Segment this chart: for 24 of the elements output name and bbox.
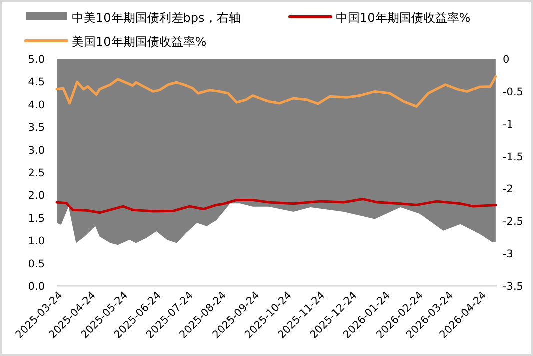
y-tick-label: 1.5 [28,212,45,225]
y2-tick-label: -3 [503,248,514,261]
y-tick-label: 5.0 [28,54,45,66]
y-tick-label: 3.0 [28,144,45,157]
y-tick-label: 0.5 [28,258,45,270]
legend-label: 美国10年期国债收益率% [72,35,207,49]
y2-tick-label: -2 [503,184,514,196]
y-tick-label: 2.0 [28,190,45,202]
y2-tick-label: -0.5 [503,86,524,98]
line-series [56,75,498,108]
y-tick-label: 2.5 [28,168,45,180]
legend-label: 中国10年期国债收益率% [336,11,471,25]
y-tick-label: 0.0 [28,281,45,293]
y-tick-label: 4.5 [28,76,45,89]
line-series [56,198,498,214]
legend-label: 中美10年期国债利差bps，右轴 [72,11,241,25]
y2-tick-label: -3.5 [503,281,524,293]
y2-tick-label: 0 [503,54,510,66]
y-tick-label: 1.0 [28,236,45,248]
y2-tick-label: -2.5 [503,216,524,228]
y-tick-label: 4.0 [28,99,45,112]
y2-tick-label: -1 [503,118,514,131]
y2-tick-label: -1.5 [503,151,524,164]
y-tick-label: 3.5 [28,122,45,134]
